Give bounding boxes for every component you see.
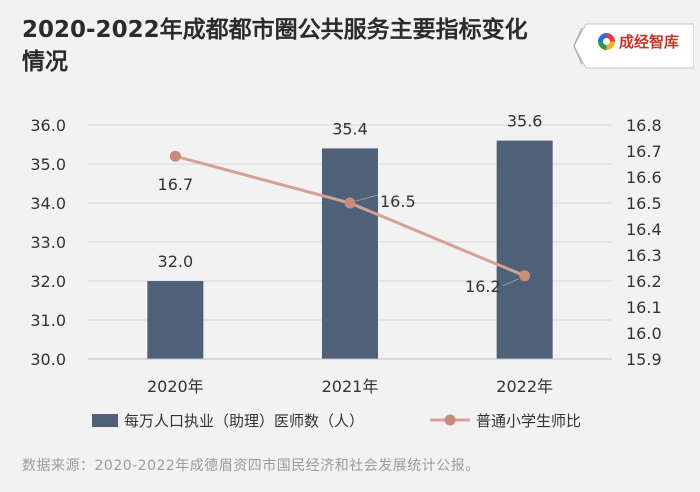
y-left-tick-label: 33.0 [30,233,66,252]
x-tick-label: 2021年 [322,377,379,396]
x-tick-label: 2022年 [496,377,553,396]
bar-data-label: 35.4 [332,119,368,138]
y-right-tick-label: 15.9 [626,350,662,369]
bar-data-label: 32.0 [158,252,194,271]
x-tick-label: 2020年 [147,377,204,396]
legend-line-marker [444,414,456,426]
y-right-tick-label: 16.6 [626,168,662,187]
y-left-tick-label: 34.0 [30,194,66,213]
leader-line [502,278,519,287]
y-right-tick-label: 16.5 [626,194,662,213]
y-right-tick-label: 16.3 [626,246,662,265]
y-left-tick-label: 32.0 [30,272,66,291]
line-data-label: 16.7 [158,175,194,194]
y-left-tick-label: 36.0 [30,116,66,135]
bar-data-label: 35.6 [507,112,543,131]
bar [147,281,204,359]
legend-bar-swatch [92,414,118,427]
line-marker [344,197,356,209]
line-marker [519,270,531,282]
y-right-tick-label: 16.1 [626,298,662,317]
y-right-tick-label: 16.2 [626,272,662,291]
data-source-note: 数据来源：2020-2022年成德眉资四市国民经济和社会发展统计公报。 [22,458,480,474]
y-left-tick-label: 31.0 [30,311,66,330]
line-data-label: 16.5 [380,192,416,211]
legend-line-label: 普通小学生师比 [476,412,581,430]
bar [322,148,378,359]
y-left-tick-label: 35.0 [30,155,66,174]
brand-name: 成经智库 [619,33,680,51]
y-left-tick-label: 30.0 [30,350,66,369]
y-right-tick-label: 16.4 [626,220,662,239]
bar [496,140,553,359]
y-right-tick-label: 16.8 [626,116,662,135]
line-data-label: 16.2 [465,277,501,296]
brand-logo-icon [598,33,615,50]
chart-title: 2020-2022年成都都市圈公共服务主要指标变化情况 [22,17,528,75]
y-right-tick-label: 16.0 [626,324,662,343]
line-marker [169,150,181,162]
leader-line [355,194,379,202]
brand-badge: 成经智库 [572,18,694,74]
legend-bar-label: 每万人口执业（助理）医师数（人） [124,412,364,430]
y-right-tick-label: 16.7 [626,142,662,161]
